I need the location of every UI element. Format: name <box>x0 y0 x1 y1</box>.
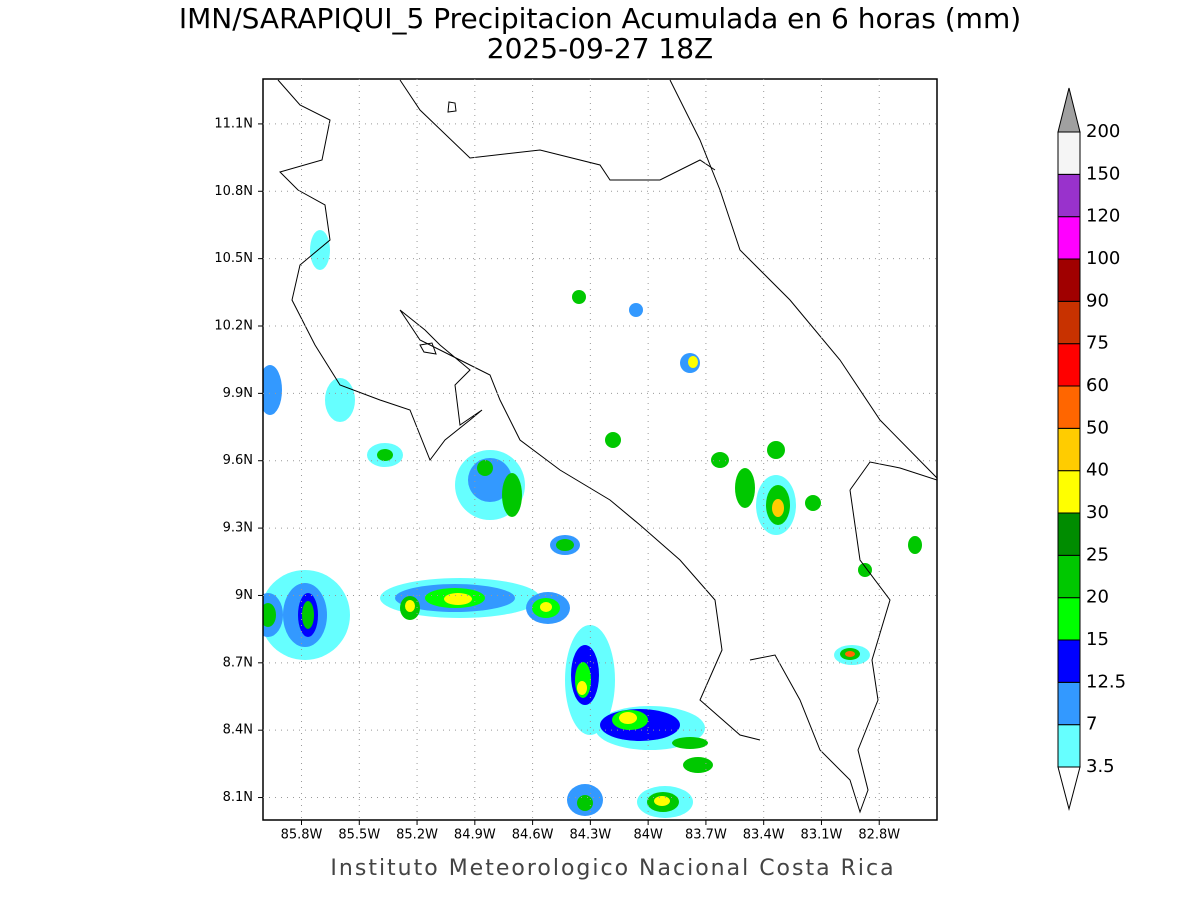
footer: Instituto Meteorologico Nacional Costa R… <box>330 856 895 881</box>
colorbar-label: 20 <box>1086 587 1109 608</box>
y-tick-label: 9.6N <box>223 453 253 468</box>
y-tick-label: 9.9N <box>223 386 253 401</box>
coastline <box>849 461 937 491</box>
colorbar-label: 60 <box>1086 375 1109 396</box>
x-tick-label: 85.8W <box>281 828 323 843</box>
rain-cell <box>263 230 922 773</box>
colorbar-box <box>1057 216 1081 260</box>
colorbar-box <box>1057 681 1081 726</box>
rain-cell <box>263 593 283 637</box>
island <box>447 101 457 113</box>
rain-cell <box>263 570 350 660</box>
coastline <box>669 79 937 479</box>
y-tick-label: 8.4N <box>223 723 253 738</box>
colorbar-box <box>1057 639 1081 683</box>
y-tick-label: 11.1N <box>214 116 253 131</box>
colorbar-box <box>1057 512 1081 556</box>
colorbar-label: 90 <box>1086 290 1109 311</box>
colorbar-label: 3.5 <box>1086 756 1115 777</box>
x-tick-label: 82.8W <box>858 828 900 843</box>
y-tick-label: 10.8N <box>214 184 253 199</box>
x-tick-label: 85.5W <box>338 828 380 843</box>
colorbar-label: 150 <box>1086 163 1120 184</box>
precip-field <box>263 230 922 818</box>
colorbar-box <box>1057 385 1081 429</box>
coastline <box>749 489 891 814</box>
colorbar-under <box>1057 766 1081 811</box>
rain-cell <box>567 784 693 818</box>
rain-cell <box>455 450 525 520</box>
colorbar-label: 25 <box>1086 544 1109 565</box>
x-tick-label: 83.4W <box>743 828 785 843</box>
colorbar-label: 40 <box>1086 460 1109 481</box>
x-tick-label: 84.6W <box>512 828 554 843</box>
colorbar-label: 7 <box>1086 714 1097 735</box>
y-tick-label: 9.3N <box>223 521 253 536</box>
title: IMN/SARAPIQUI_5 Precipitacion Acumulada … <box>179 2 1021 35</box>
colorbar-label: 200 <box>1086 121 1120 142</box>
colorbar-box <box>1057 554 1081 599</box>
rain-cell <box>565 625 615 735</box>
x-tick-label: 84W <box>633 828 663 843</box>
y-tick-label: 10.5N <box>214 251 253 266</box>
colorbar-box <box>1057 724 1081 768</box>
rain-cell <box>735 468 796 535</box>
subtitle: 2025-09-27 18Z <box>487 32 713 65</box>
colorbar-label: 50 <box>1086 417 1109 438</box>
rain-cell <box>380 578 540 620</box>
colorbar-label: 30 <box>1086 502 1109 523</box>
colorbar-box <box>1057 258 1081 302</box>
x-tick-label: 83.7W <box>685 828 727 843</box>
x-tick-label: 85.2W <box>396 828 438 843</box>
colorbar-over <box>1057 87 1081 133</box>
coastline <box>399 79 716 181</box>
y-tick-label: 9N <box>235 588 253 603</box>
colorbar-label: 15 <box>1086 629 1109 650</box>
colorbar-box <box>1057 597 1081 641</box>
colorbar-label: 12.5 <box>1086 671 1126 692</box>
colorbar-label: 75 <box>1086 333 1109 354</box>
colorbar-box <box>1057 173 1081 218</box>
coastlines <box>277 79 937 814</box>
island <box>419 342 437 355</box>
x-tick-label: 84.3W <box>569 828 611 843</box>
rain-cell <box>834 645 870 665</box>
y-tick-label: 8.1N <box>223 790 253 805</box>
x-tick-label: 83.1W <box>801 828 843 843</box>
coastline <box>277 79 761 741</box>
colorbar-box <box>1057 300 1081 345</box>
colorbar-box <box>1057 131 1081 175</box>
colorbar-label: 120 <box>1086 206 1120 227</box>
y-tick-label: 8.7N <box>223 655 253 670</box>
y-tick-label: 10.2N <box>214 319 253 334</box>
colorbar-box <box>1057 427 1081 472</box>
colorbar-label: 100 <box>1086 248 1120 269</box>
colorbar-box <box>1057 470 1081 514</box>
x-tick-label: 84.9W <box>454 828 496 843</box>
colorbar-box <box>1057 343 1081 387</box>
rain-cell <box>595 706 708 750</box>
rain-cell <box>526 592 570 624</box>
map-frame <box>262 78 938 821</box>
